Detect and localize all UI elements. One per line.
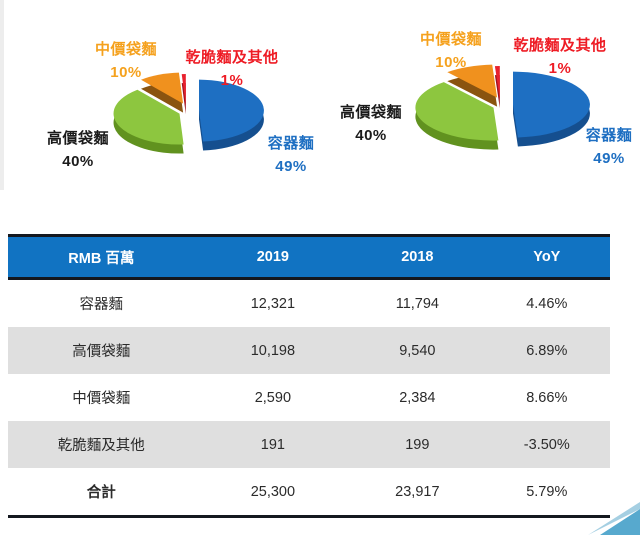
page-edge-strip bbox=[0, 0, 4, 190]
table-cell: 12,321 bbox=[250, 295, 296, 312]
table-row-crispy: 乾脆麵及其他 191 199 -3.50% bbox=[8, 421, 610, 468]
table-cell: 199 bbox=[405, 436, 430, 453]
pie-label-text: 乾脆麵及其他 bbox=[513, 37, 607, 54]
table-cell: 2,590 bbox=[254, 389, 292, 406]
pie-chart-right bbox=[382, 53, 640, 178]
row-label: 高價袋麵 bbox=[72, 344, 131, 360]
col-header-unit: RMB 百萬 bbox=[68, 250, 135, 267]
row-label: 合計 bbox=[86, 485, 116, 501]
pie-label-text: 容器麵 bbox=[585, 127, 633, 144]
pie-label-pct: 10% bbox=[435, 54, 467, 71]
col-header-2019: 2019 bbox=[256, 249, 289, 265]
table-cell: 11,794 bbox=[395, 295, 439, 312]
pie-right-label-crispy: 乾脆麵及其他 1% bbox=[490, 34, 630, 80]
pie-label-pct: 49% bbox=[275, 158, 307, 175]
table-row-total: 合計 25,300 23,917 5.79% bbox=[8, 468, 610, 517]
table-cell: 6.89% bbox=[526, 342, 568, 359]
table-cell: 10,198 bbox=[250, 342, 296, 359]
table-cell: 25,300 bbox=[250, 483, 296, 500]
table-cell: 191 bbox=[260, 436, 285, 453]
col-header-2018: 2018 bbox=[401, 249, 434, 265]
pie-label-text: 乾脆麵及其他 bbox=[185, 49, 279, 66]
pie-label-pct: 1% bbox=[220, 72, 244, 89]
table-header-row: RMB 百萬 2019 2018 YoY bbox=[8, 235, 610, 279]
row-label: 容器麵 bbox=[79, 297, 124, 313]
table-cell: 5.79% bbox=[526, 483, 568, 500]
table-row-container: 容器麵 12,321 11,794 4.46% bbox=[8, 279, 610, 328]
pie-label-pct: 40% bbox=[355, 127, 387, 144]
row-label: 乾脆麵及其他 bbox=[57, 438, 145, 454]
table-cell: -3.50% bbox=[523, 436, 570, 453]
pie-label-text: 容器麵 bbox=[267, 135, 315, 152]
pie-label-pct: 1% bbox=[548, 60, 572, 77]
pie-right-label-mid-price: 中價袋麵 10% bbox=[381, 28, 521, 74]
table-row-mid-price: 中價袋麵 2,590 2,384 8.66% bbox=[8, 374, 610, 421]
pie-left-label-mid-price: 中價袋麵 10% bbox=[56, 38, 196, 84]
table-cell: 23,917 bbox=[395, 483, 440, 500]
pie-left-label-crispy: 乾脆麵及其他 1% bbox=[162, 46, 302, 92]
corner-accent-shape bbox=[588, 502, 640, 535]
pie-label-pct: 10% bbox=[110, 64, 142, 81]
table-cell: 9,540 bbox=[399, 342, 436, 359]
row-label: 中價袋麵 bbox=[72, 391, 131, 407]
table-row-high-price: 高價袋麵 10,198 9,540 6.89% bbox=[8, 327, 610, 374]
pie-left-label-high-price: 高價袋麵 40% bbox=[8, 127, 148, 173]
pie-left-label-container: 容器麵 49% bbox=[221, 132, 361, 178]
pie-label-text: 高價袋麵 bbox=[46, 130, 109, 147]
table-cell: 2,384 bbox=[399, 389, 436, 406]
pie-label-text: 高價袋麵 bbox=[339, 104, 402, 121]
pie-right-label-high-price: 高價袋麵 40% bbox=[301, 101, 441, 147]
table-cell: 4.46% bbox=[526, 295, 568, 312]
pie-label-pct: 40% bbox=[62, 153, 94, 170]
pie-right-label-container: 容器麵 49% bbox=[539, 124, 640, 170]
pie-label-text: 中價袋麵 bbox=[94, 41, 157, 58]
pie-right-svg bbox=[415, 64, 590, 150]
pie-chart-left bbox=[68, 59, 328, 184]
pie-label-pct: 49% bbox=[593, 150, 625, 167]
pie-left-svg bbox=[113, 72, 264, 154]
revenue-table: RMB 百萬 2019 2018 YoY 容器麵 12,321 11,794 4… bbox=[8, 234, 610, 518]
pie-label-text: 中價袋麵 bbox=[419, 31, 482, 48]
col-header-yoy: YoY bbox=[533, 249, 561, 265]
table-cell: 8.66% bbox=[526, 389, 568, 406]
